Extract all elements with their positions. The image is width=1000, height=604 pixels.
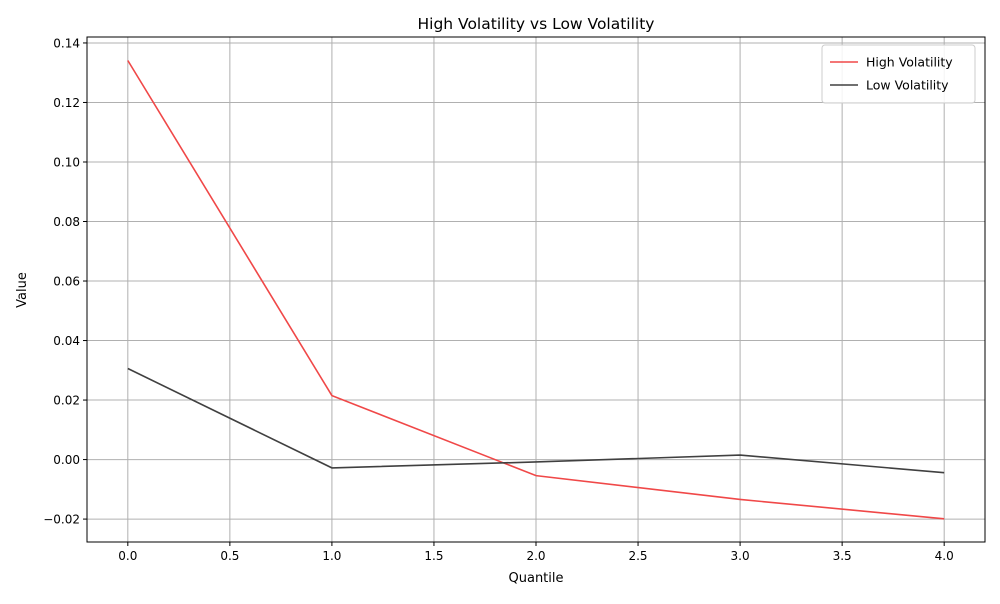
y-tick-label: 0.02 <box>53 394 80 408</box>
y-tick-label: 0.04 <box>53 334 80 348</box>
legend-label-high-volatility: High Volatility <box>866 55 953 70</box>
high-volatility-line <box>127 60 945 520</box>
x-tick-label: 3.5 <box>833 549 852 563</box>
x-tick-label: 2.0 <box>526 549 545 563</box>
chart-title: High Volatility vs Low Volatility <box>418 15 655 33</box>
y-tick-label: 0.08 <box>53 215 80 229</box>
y-axis-label: Value <box>15 272 30 308</box>
y-tick-label: −0.02 <box>43 513 80 527</box>
x-axis-label: Quantile <box>509 571 564 586</box>
legend: High Volatility Low Volatility <box>821 44 976 104</box>
y-tick-label: 0.10 <box>53 155 80 169</box>
y-tick-label: 0.14 <box>53 36 80 50</box>
low-volatility-line <box>127 367 945 474</box>
x-tick-label: 1.5 <box>424 549 443 563</box>
y-tick-label: 0.06 <box>53 275 80 289</box>
series-lines <box>127 60 945 520</box>
y-axis-ticks: −0.02 0.00 0.02 0.04 0.06 0.08 0.10 0.12 0.14 <box>43 36 87 527</box>
y-tick-label: 0.00 <box>53 453 80 467</box>
legend-box <box>821 44 976 104</box>
grid <box>87 37 985 542</box>
x-tick-label: 0.5 <box>220 549 239 563</box>
x-tick-label: 0.0 <box>118 549 137 563</box>
x-tick-label: 3.0 <box>731 549 750 563</box>
x-tick-label: 1.0 <box>322 549 341 563</box>
y-tick-label: 0.12 <box>53 96 80 110</box>
x-tick-label: 2.5 <box>628 549 647 563</box>
legend-label-low-volatility: Low Volatility <box>866 78 949 93</box>
x-axis-ticks: 0.0 0.5 1.0 1.5 2.0 2.5 3.0 3.5 4.0 <box>118 542 954 563</box>
x-tick-label: 4.0 <box>935 549 954 563</box>
